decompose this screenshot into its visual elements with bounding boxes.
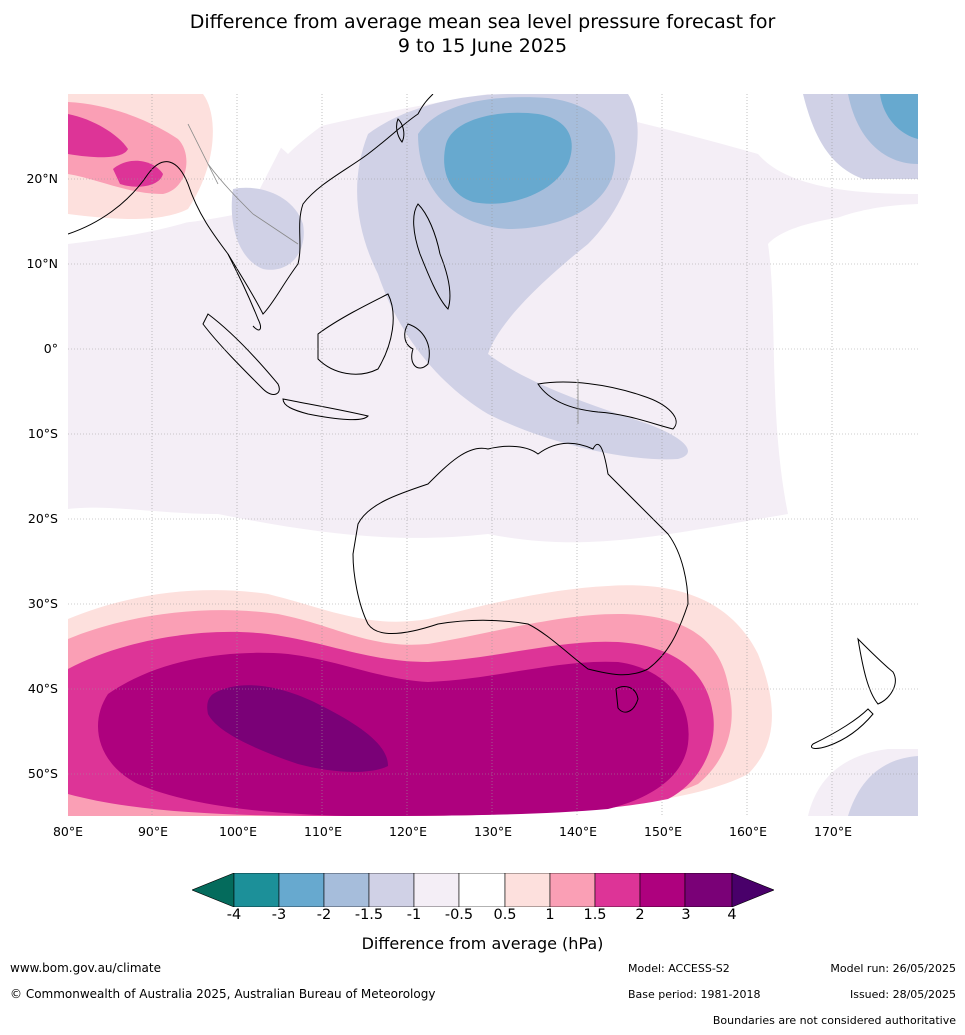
java-coastline bbox=[282, 398, 369, 421]
sumatra-coastline bbox=[202, 313, 280, 395]
colorbar-tick: -1.5 bbox=[354, 907, 384, 923]
indochina-borders bbox=[207, 163, 299, 245]
borneo-coastline bbox=[317, 293, 394, 375]
contour-blue-core bbox=[444, 112, 572, 204]
model-run-date: Model run: 26/05/2025 bbox=[830, 962, 956, 975]
colorbar-tick: 3 bbox=[681, 907, 691, 923]
contour-magenta-nw bbox=[68, 114, 128, 158]
contour-deep-purple-south bbox=[207, 685, 388, 772]
colorbar-swatch-neg0.5-0.5 bbox=[458, 873, 506, 907]
lat-label-20n: 20°N bbox=[26, 171, 58, 186]
issued-date: Issued: 28/05/2025 bbox=[849, 988, 956, 1001]
colorbar-tick: -1 bbox=[406, 907, 422, 923]
colorbar-swatch-neg4-neg3 bbox=[233, 873, 280, 907]
pressure-anomaly-map bbox=[68, 94, 918, 816]
lon-label-120e: 120°E bbox=[388, 824, 428, 839]
lat-label-50s: 50°S bbox=[27, 766, 58, 781]
lon-label-150e: 150°E bbox=[643, 824, 683, 839]
colorbar-tick: 2 bbox=[635, 907, 645, 923]
lat-label-10s: 10°S bbox=[27, 426, 58, 441]
map-title: Difference from average mean sea level p… bbox=[0, 10, 965, 58]
lon-label-90e: 90°E bbox=[137, 824, 169, 839]
colorbar-swatch-1-1.5 bbox=[549, 873, 596, 907]
colorbar-tick: 1.5 bbox=[583, 907, 607, 923]
new-guinea-coastline bbox=[537, 381, 677, 430]
bom-url-link[interactable]: www.bom.gov.au/climate bbox=[10, 961, 161, 975]
lat-label-20s: 20°S bbox=[27, 511, 58, 526]
title-line-2: 9 to 15 June 2025 bbox=[397, 35, 568, 57]
contour-grey-blue-se bbox=[838, 754, 918, 816]
lat-label-10n: 10°N bbox=[26, 256, 58, 271]
sulawesi-coastline bbox=[404, 323, 430, 369]
colorbar-swatch-3-4 bbox=[684, 873, 733, 907]
asia-mainland-coastline bbox=[68, 94, 434, 315]
colorbar-swatch-2-3 bbox=[639, 873, 686, 907]
coastlines bbox=[68, 94, 896, 749]
nz-south-coastline bbox=[811, 708, 874, 749]
contour-neutral-pacific bbox=[788, 204, 918, 506]
philippines-coastline bbox=[413, 203, 451, 310]
lat-label-40s: 40°S bbox=[27, 681, 58, 696]
colorbar-tick: -2 bbox=[316, 907, 332, 923]
copyright-text: © Commonwealth of Australia 2025, Austra… bbox=[10, 987, 436, 1001]
malay-peninsula-coastline bbox=[227, 253, 261, 331]
contour-blue-core-ne bbox=[880, 94, 918, 139]
colorbar-tick: 4 bbox=[727, 907, 737, 923]
colorbar-title: Difference from average (hPa) bbox=[361, 934, 604, 953]
myanmar-border bbox=[187, 123, 219, 185]
colorbar-swatch-1.5-2 bbox=[594, 873, 641, 907]
colorbar-tick: -3 bbox=[271, 907, 287, 923]
colorbar-swatch-0.5-1 bbox=[504, 873, 551, 907]
lon-label-130e: 130°E bbox=[473, 824, 513, 839]
colorbar-tick: 1 bbox=[545, 907, 555, 923]
lon-label-170e: 170°E bbox=[813, 824, 853, 839]
map-svg bbox=[68, 94, 918, 816]
model-name: Model: ACCESS-S2 bbox=[628, 962, 730, 975]
contour-neutral-north bbox=[68, 94, 368, 154]
colorbar-swatch-neg2-neg1.5 bbox=[323, 873, 370, 907]
colorbar-tick: -0.5 bbox=[444, 907, 474, 923]
lon-label-80e: 80°E bbox=[52, 824, 84, 839]
tasmania-coastline bbox=[615, 686, 639, 713]
lon-label-110e: 110°E bbox=[303, 824, 343, 839]
nz-north-coastline bbox=[857, 637, 896, 705]
colorbar-extend-low bbox=[192, 873, 235, 907]
colorbar-swatch-neg1-neg0.5 bbox=[413, 873, 460, 907]
country-borders bbox=[187, 123, 579, 424]
lat-label-0: 0° bbox=[43, 341, 58, 356]
title-line-1: Difference from average mean sea level p… bbox=[189, 11, 776, 33]
lon-label-100e: 100°E bbox=[218, 824, 258, 839]
lat-label-30s: 30°S bbox=[27, 596, 58, 611]
lon-label-140e: 140°E bbox=[558, 824, 598, 839]
base-period: Base period: 1981-2018 bbox=[628, 988, 761, 1001]
colorbar-extend-high bbox=[731, 873, 774, 907]
colorbar-tick: -4 bbox=[226, 907, 242, 923]
colorbar-swatch-neg1.5-neg1 bbox=[368, 873, 415, 907]
contour-lavender-se bbox=[808, 749, 918, 816]
contour-grey-blue-indochina bbox=[231, 187, 304, 270]
colorbar-tick: 0.5 bbox=[493, 907, 517, 923]
australia-coastline bbox=[352, 442, 689, 676]
contour-magenta-nw-2 bbox=[113, 160, 163, 187]
colorbar-legend bbox=[192, 873, 774, 907]
colorbar-swatch-neg3-neg2 bbox=[278, 873, 325, 907]
boundaries-disclaimer: Boundaries are not considered authoritat… bbox=[712, 1014, 956, 1027]
gridlines bbox=[68, 94, 918, 816]
lon-label-160e: 160°E bbox=[728, 824, 768, 839]
taiwan-coastline bbox=[396, 118, 405, 143]
